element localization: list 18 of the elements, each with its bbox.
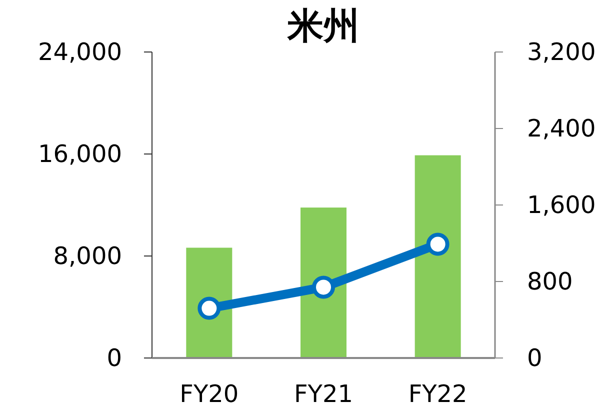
- x-tick-label: FY21: [294, 380, 354, 408]
- point: [312, 276, 335, 299]
- y2-tick-label: 1,600: [527, 191, 596, 219]
- point: [426, 232, 450, 256]
- bar: [414, 155, 461, 358]
- y2-tick-label: 800: [527, 268, 573, 296]
- y2-tick-label: 2,400: [527, 114, 596, 142]
- y-tick-label: 24,000: [38, 38, 122, 66]
- y-tick-label: 8,000: [53, 242, 122, 270]
- chart-title: 米州: [286, 6, 360, 47]
- y2-tick-label: 0: [527, 344, 542, 372]
- y-tick-label: 0: [106, 344, 122, 372]
- bar: [300, 208, 346, 358]
- y2-tick-label: 3,200: [527, 38, 596, 66]
- x-tick-label: FY20: [180, 380, 239, 408]
- y-tick-label: 16,000: [38, 140, 122, 168]
- point: [198, 296, 221, 320]
- x-tick-label: FY22: [408, 380, 468, 408]
